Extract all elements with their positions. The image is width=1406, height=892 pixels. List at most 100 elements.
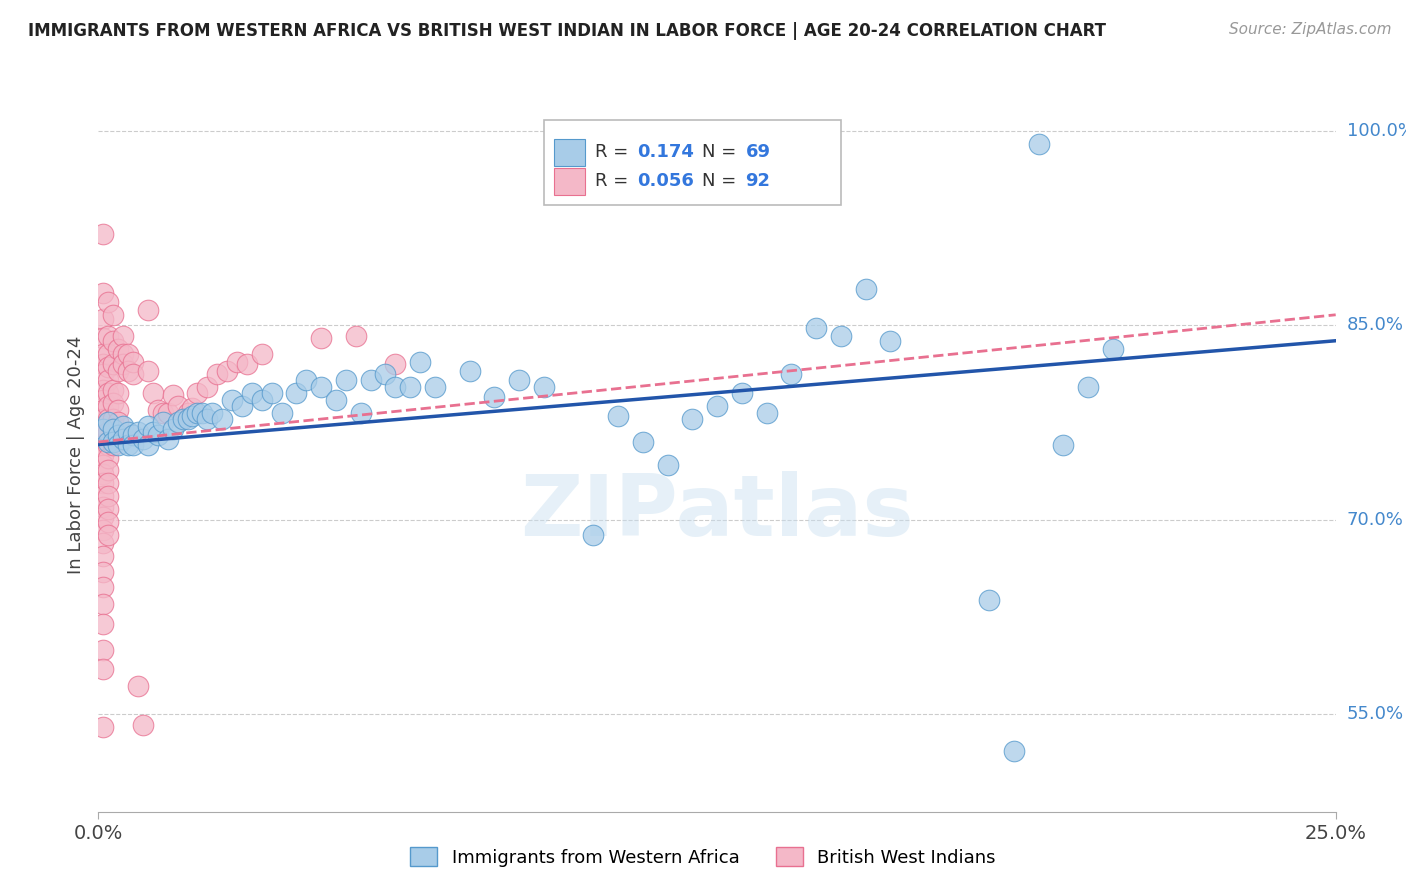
- Point: [533, 380, 555, 394]
- Point: [97, 385, 120, 400]
- Point: [409, 354, 432, 368]
- Point: [93, 411, 115, 425]
- Point: [484, 390, 506, 404]
- Point: [112, 347, 135, 361]
- Text: 55.0%: 55.0%: [1347, 706, 1405, 723]
- Point: [93, 419, 115, 434]
- Point: [360, 373, 382, 387]
- Point: [191, 406, 214, 420]
- Point: [93, 285, 115, 300]
- Point: [93, 523, 115, 537]
- Point: [156, 406, 179, 420]
- Point: [117, 363, 139, 377]
- Point: [205, 368, 228, 382]
- Point: [93, 549, 115, 563]
- Point: [142, 425, 165, 439]
- Point: [384, 357, 406, 371]
- Point: [508, 373, 530, 387]
- Point: [681, 411, 703, 425]
- FancyBboxPatch shape: [544, 120, 841, 205]
- Point: [399, 380, 422, 394]
- Text: 70.0%: 70.0%: [1347, 511, 1403, 529]
- Point: [146, 428, 169, 442]
- Point: [1002, 744, 1025, 758]
- Point: [830, 328, 852, 343]
- Point: [97, 434, 120, 449]
- Point: [136, 437, 159, 451]
- Point: [93, 536, 115, 550]
- Point: [93, 448, 115, 462]
- Point: [93, 311, 115, 326]
- Point: [93, 720, 115, 734]
- Point: [103, 437, 125, 451]
- Point: [631, 434, 654, 449]
- Point: [260, 385, 283, 400]
- Point: [93, 437, 115, 451]
- Point: [93, 368, 115, 382]
- Point: [309, 331, 332, 345]
- Point: [250, 347, 273, 361]
- Point: [93, 458, 115, 473]
- Point: [152, 416, 174, 430]
- Point: [374, 368, 396, 382]
- Point: [107, 402, 129, 417]
- Point: [97, 359, 120, 374]
- Point: [107, 437, 129, 451]
- Point: [1102, 342, 1125, 356]
- Text: 100.0%: 100.0%: [1347, 121, 1406, 139]
- Point: [93, 422, 115, 436]
- Point: [780, 368, 803, 382]
- Point: [250, 393, 273, 408]
- Point: [112, 328, 135, 343]
- Text: IMMIGRANTS FROM WESTERN AFRICA VS BRITISH WEST INDIAN IN LABOR FORCE | AGE 20-24: IMMIGRANTS FROM WESTERN AFRICA VS BRITIS…: [28, 22, 1107, 40]
- Point: [201, 406, 224, 420]
- Point: [103, 383, 125, 397]
- Point: [146, 402, 169, 417]
- Point: [93, 331, 115, 345]
- Point: [804, 320, 827, 334]
- Point: [186, 406, 208, 420]
- Point: [93, 383, 115, 397]
- Text: N =: N =: [702, 143, 742, 161]
- Point: [270, 406, 292, 420]
- Point: [112, 357, 135, 371]
- Point: [93, 565, 115, 579]
- Point: [181, 409, 204, 423]
- Point: [97, 399, 120, 413]
- Point: [855, 282, 877, 296]
- Point: [112, 419, 135, 434]
- Point: [97, 294, 120, 309]
- Point: [93, 510, 115, 524]
- Point: [103, 396, 125, 410]
- Point: [97, 425, 120, 439]
- Point: [93, 642, 115, 657]
- Point: [117, 425, 139, 439]
- Point: [97, 411, 120, 425]
- Point: [93, 662, 115, 676]
- Point: [132, 718, 155, 732]
- Point: [176, 411, 198, 425]
- Point: [93, 476, 115, 491]
- FancyBboxPatch shape: [554, 138, 585, 166]
- Point: [103, 434, 125, 449]
- Point: [1052, 437, 1074, 451]
- Point: [156, 433, 179, 447]
- Point: [657, 458, 679, 473]
- Point: [325, 393, 347, 408]
- Point: [93, 597, 115, 611]
- Point: [93, 393, 115, 408]
- Point: [335, 373, 357, 387]
- Point: [458, 363, 481, 377]
- Point: [152, 406, 174, 420]
- Point: [122, 354, 145, 368]
- Point: [582, 528, 605, 542]
- Point: [1028, 136, 1050, 151]
- Point: [217, 363, 239, 377]
- Point: [979, 593, 1001, 607]
- Point: [136, 419, 159, 434]
- Point: [166, 416, 188, 430]
- Point: [97, 328, 120, 343]
- Text: 69: 69: [745, 143, 770, 161]
- Text: N =: N =: [702, 172, 742, 190]
- Point: [93, 227, 115, 242]
